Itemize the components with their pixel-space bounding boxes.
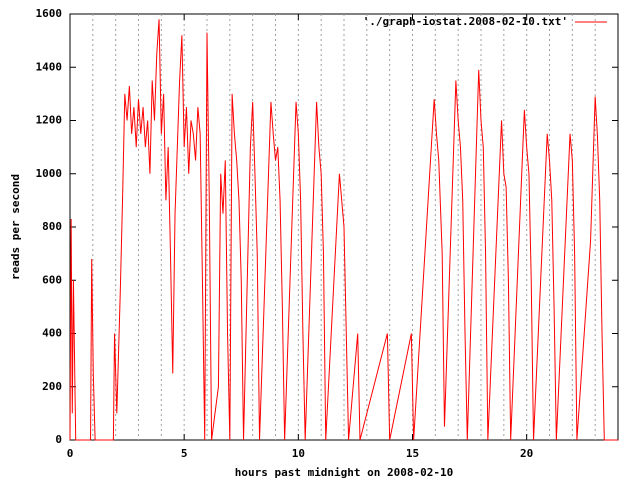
x-axis-label: hours past midnight on 2008-02-10 — [235, 466, 454, 479]
x-tick-label: 10 — [292, 447, 305, 460]
x-tick-label: 0 — [67, 447, 74, 460]
y-tick-label: 200 — [42, 380, 62, 393]
y-tick-label: 600 — [42, 273, 62, 286]
y-tick-label: 800 — [42, 220, 62, 233]
y-tick-label: 1000 — [36, 167, 63, 180]
y-tick-label: 400 — [42, 327, 62, 340]
legend-label: './graph-iostat.2008-02-10.txt' — [363, 15, 568, 28]
y-tick-label: 1400 — [36, 60, 63, 73]
y-tick-label: 0 — [55, 433, 62, 446]
y-axis-label: reads per second — [9, 174, 22, 280]
data-line — [69, 19, 618, 441]
y-tick-label: 1200 — [36, 114, 63, 127]
x-tick-label: 5 — [181, 447, 188, 460]
x-tick-label: 15 — [406, 447, 419, 460]
x-tick-label: 20 — [520, 447, 533, 460]
y-tick-label: 1600 — [36, 7, 63, 20]
